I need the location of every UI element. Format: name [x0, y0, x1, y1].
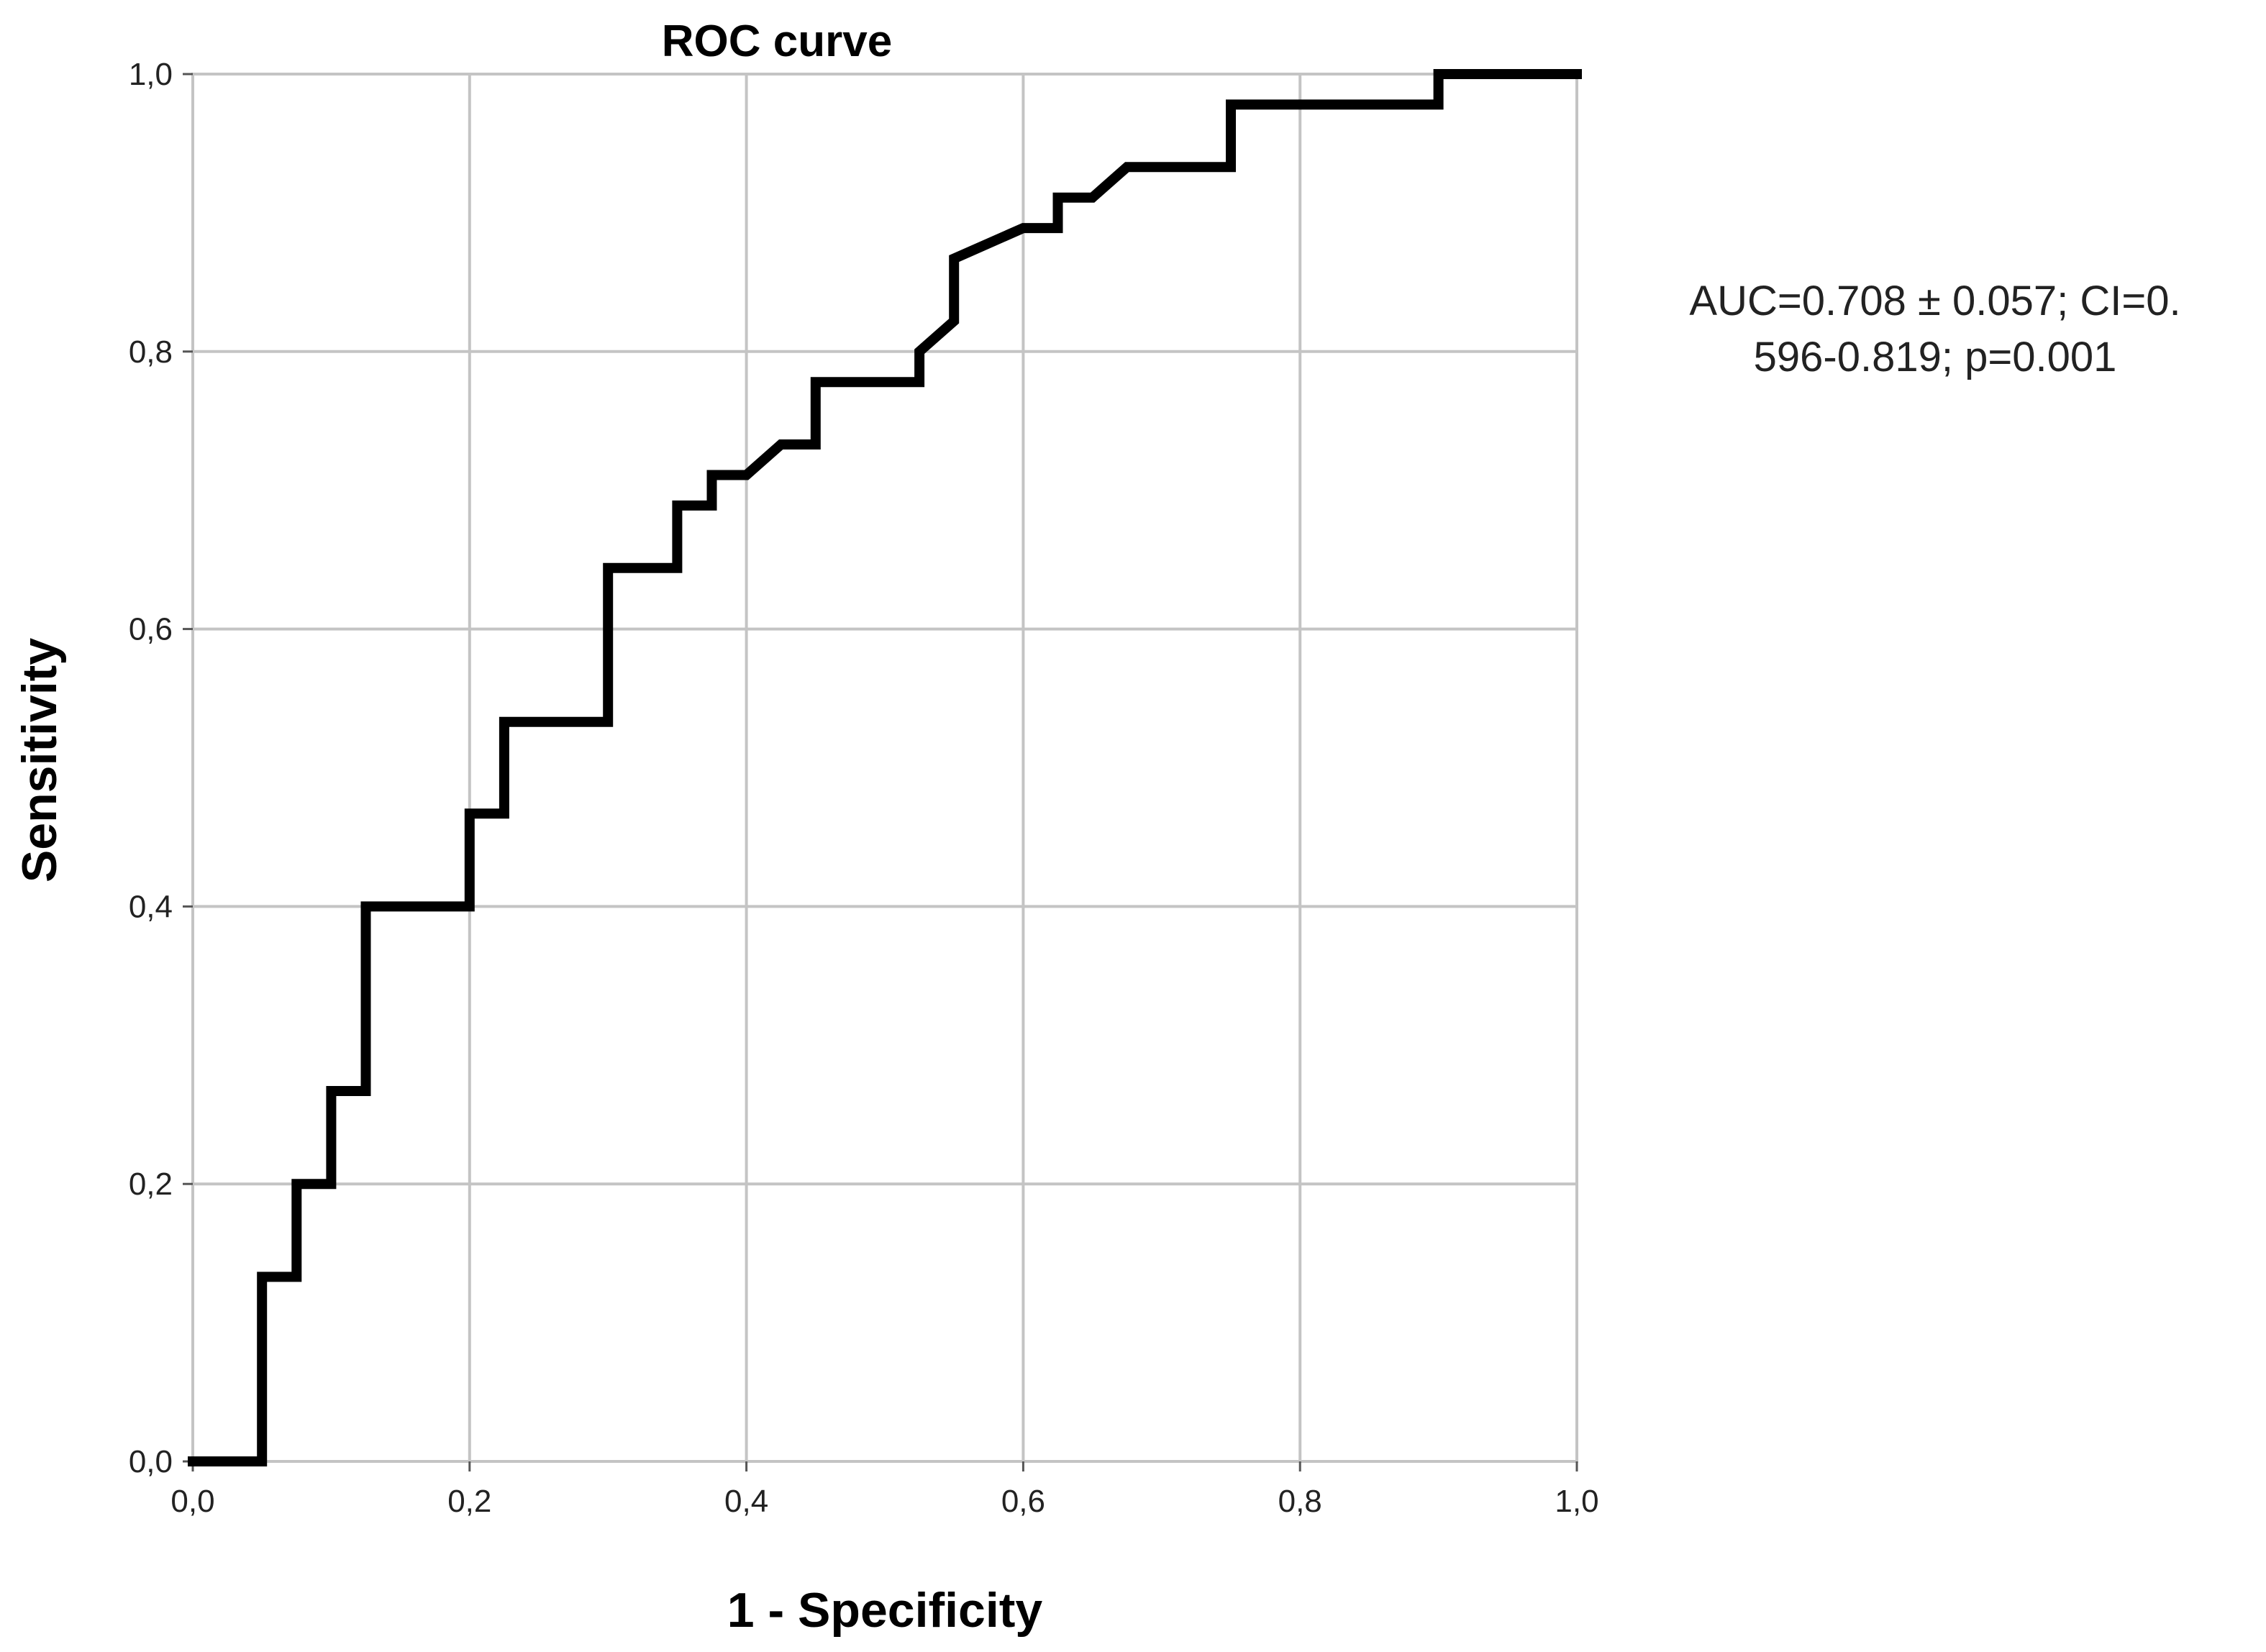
x-tick-label: 0,0 [170, 1484, 214, 1519]
plot-frame [191, 73, 1578, 1463]
y-axis-label: Sensitivity [12, 638, 67, 882]
x-tick-label: 0,6 [1001, 1484, 1045, 1519]
roc-curve-line [188, 69, 1582, 1466]
x-tick-label: 0,2 [447, 1484, 491, 1519]
x-tick-label: 0,4 [724, 1484, 768, 1519]
y-tick-label: 0,2 [129, 1167, 173, 1202]
y-tick-label: 0,4 [129, 889, 173, 924]
auc-annotation-line-2: 596-0.819; p=0.001 [1754, 334, 2117, 380]
chart-title: ROC curve [662, 17, 892, 66]
x-tick-label: 0,8 [1278, 1484, 1322, 1519]
auc-annotation-line-1: AUC=0.708 ± 0.057; CI=0. [1689, 278, 2180, 324]
y-tick-label: 1,0 [129, 57, 173, 92]
x-tick-label: 1,0 [1555, 1484, 1598, 1519]
y-tick-label: 0,6 [129, 612, 173, 647]
x-axis-label: 1 - Specificity [727, 1583, 1043, 1638]
grid-layer [191, 73, 1578, 1463]
y-tick-label: 0,8 [129, 334, 173, 370]
y-tick-label: 0,0 [129, 1444, 173, 1479]
curve-layer [188, 69, 1582, 1466]
tick-layer: 0,0 0,2 0,4 0,6 0,8 1,0 0,0 0,2 0,4 0,6 0,8 1,0 [129, 57, 1599, 1519]
